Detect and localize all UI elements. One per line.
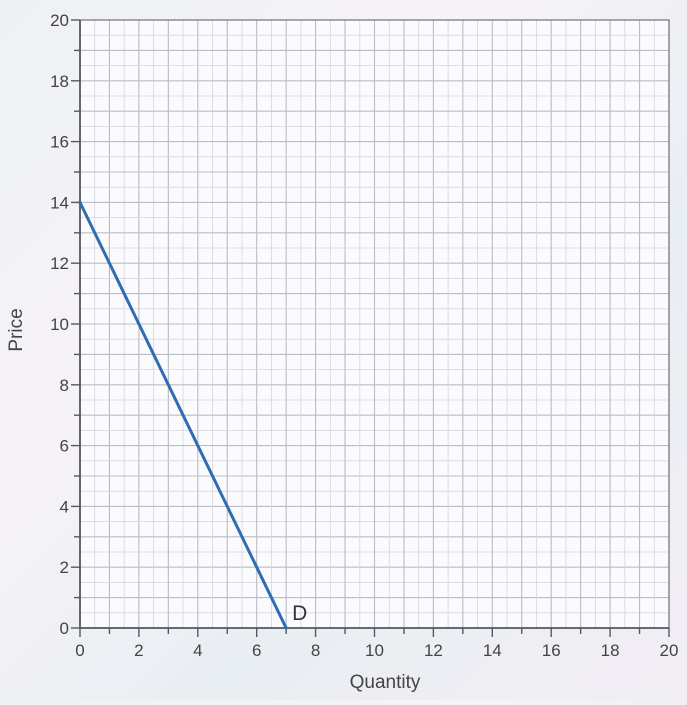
x-tick-label: 14 (483, 641, 502, 660)
grid-lines (79, 19, 670, 629)
demand-curve-point (78, 200, 82, 204)
y-tick-label: 20 (50, 11, 69, 30)
y-tick-label: 8 (60, 376, 69, 395)
tick-labels: 0 2 4 6 8 10 12 14 16 18 20 0 2 4 6 8 10 12 14 16 18 20 (50, 11, 678, 660)
y-tick-label: 2 (60, 558, 69, 577)
y-tick-label: 4 (60, 497, 69, 516)
y-tick-label: 16 (50, 133, 69, 152)
series-label: D (292, 602, 307, 625)
demand-curve-line (78, 200, 288, 630)
y-tick-label: 18 (50, 72, 69, 91)
y-tick-label: 10 (50, 315, 69, 334)
x-tick-label: 6 (252, 641, 261, 660)
x-tick-label: 12 (424, 641, 443, 660)
x-tick-label: 4 (193, 641, 202, 660)
y-tick-label: 6 (60, 437, 69, 456)
x-tick-label: 20 (660, 641, 679, 660)
x-tick-label: 8 (311, 641, 320, 660)
y-tick-label: 14 (50, 193, 69, 212)
x-tick-label: 16 (542, 641, 561, 660)
x-axis-title: Quantity (350, 672, 421, 693)
x-tick-label: 10 (365, 641, 384, 660)
axes (71, 19, 670, 637)
demand-curve-point (284, 626, 288, 630)
x-tick-label: 0 (75, 641, 84, 660)
y-tick-label: 0 (60, 619, 69, 638)
x-tick-label: 18 (601, 641, 620, 660)
series: D (78, 200, 307, 630)
y-axis-title: Price (6, 308, 27, 351)
x-tick-label: 2 (134, 641, 143, 660)
y-tick-label: 12 (50, 254, 69, 273)
